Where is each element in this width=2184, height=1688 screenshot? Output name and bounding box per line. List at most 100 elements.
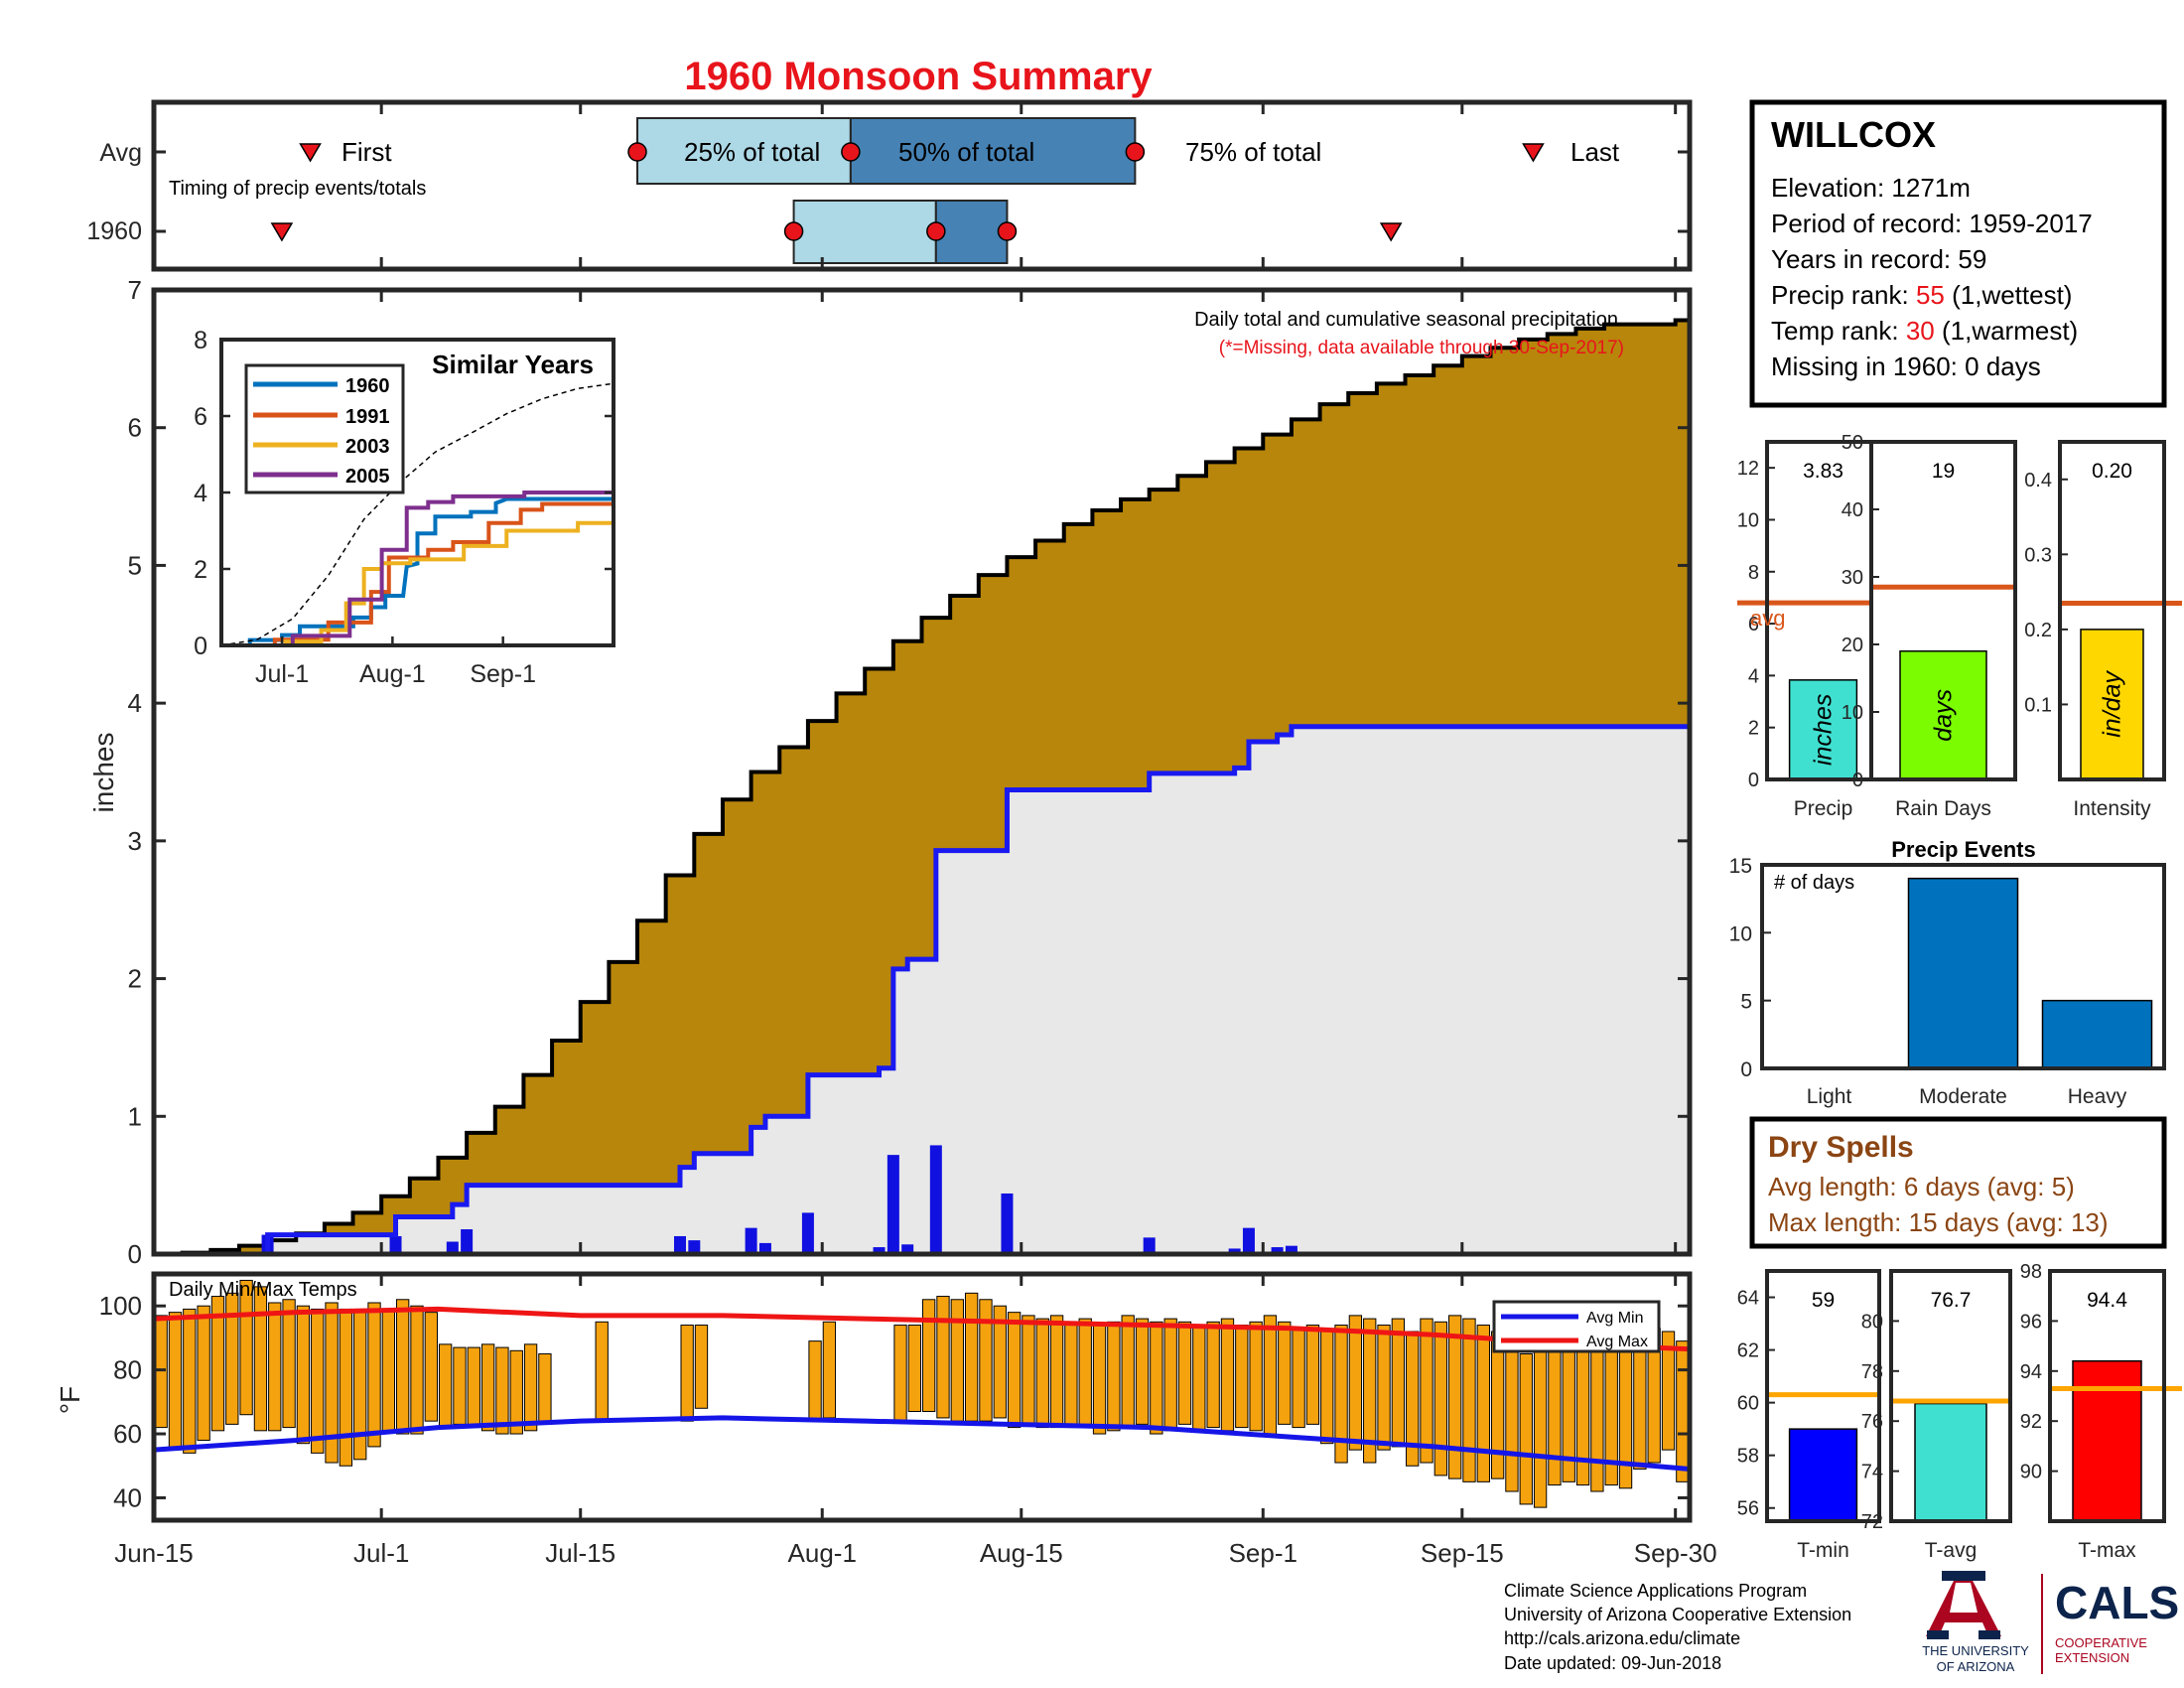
daily-temp-bar bbox=[1035, 1318, 1049, 1429]
daily-precip-bar bbox=[1285, 1245, 1297, 1254]
daily-temp-bar bbox=[1320, 1331, 1334, 1445]
daily-temp-bar bbox=[1107, 1321, 1121, 1432]
legend-item-2005: 2005 bbox=[253, 466, 390, 488]
temp-ytick-label: 40 bbox=[113, 1482, 142, 1512]
page-title: 1960 Monsoon Summary bbox=[684, 55, 1153, 98]
summary-axis-label: T-avg bbox=[1925, 1539, 1978, 1562]
daily-temp-bar bbox=[296, 1305, 311, 1445]
daily-temp-bar bbox=[893, 1325, 907, 1422]
daily-temp-bar bbox=[1305, 1325, 1320, 1425]
main-precip-panel: 0 1 2 3 4 5 6 7 Daily total and cumulative seas… bbox=[88, 275, 1693, 1269]
summary-ytick-label: 12 bbox=[1737, 458, 1759, 480]
summary-bar-t-avg bbox=[1914, 1402, 1987, 1522]
daily-precip-bar bbox=[1242, 1227, 1255, 1254]
daily-temp-bar bbox=[1249, 1321, 1263, 1432]
daily-temp-bar bbox=[253, 1286, 268, 1432]
summary-ytick-label: 78 bbox=[1861, 1361, 1883, 1383]
dry-spells-max: Max length: 15 days (avg: 13) bbox=[1768, 1207, 2109, 1237]
events-ytick-label: 0 bbox=[1740, 1058, 1752, 1081]
daily-temp-bar bbox=[1022, 1315, 1035, 1425]
year-last-marker bbox=[1379, 222, 1403, 242]
daily-temp-bar bbox=[595, 1321, 609, 1422]
temp-ytick-label: 80 bbox=[113, 1355, 142, 1385]
daily-temp-bar bbox=[1661, 1331, 1676, 1451]
daily-precip-bar bbox=[1228, 1248, 1241, 1254]
summary-ytick-label: 98 bbox=[2020, 1261, 2042, 1283]
events-ytick-label: 15 bbox=[1729, 855, 1752, 878]
daily-precip-bar bbox=[887, 1155, 899, 1254]
timing-q75-label: 75% of total bbox=[1185, 137, 1321, 167]
daily-temp-bar bbox=[523, 1343, 538, 1432]
precip-events-panel: Precip Events Light Moderate Heavy 0 5 10 15 #… bbox=[1729, 837, 2166, 1108]
daily-temp-bar bbox=[1363, 1318, 1377, 1464]
avg-first-marker bbox=[299, 143, 322, 163]
main-ytick-label: 1 bbox=[128, 1101, 142, 1131]
station-missing: Missing in 1960: 0 days bbox=[1771, 352, 2041, 381]
date-tick-label: Sep-30 bbox=[1634, 1538, 1717, 1568]
inset-ytick-label: 2 bbox=[194, 556, 207, 584]
daily-temp-bar bbox=[1220, 1318, 1235, 1432]
daily-temp-bar bbox=[822, 1321, 837, 1419]
temps-title: Daily Min/Max Temps bbox=[169, 1279, 357, 1301]
cals-sub1: COOPERATIVE bbox=[2055, 1635, 2147, 1650]
daily-temp-bar bbox=[694, 1325, 709, 1409]
summary-ytick-label: 96 bbox=[2020, 1311, 2042, 1333]
summary-chart-t-min: 56 58 60 62 64 59 T-min bbox=[1737, 1269, 1881, 1562]
daily-temp-bar bbox=[922, 1299, 936, 1412]
similar-line-2005 bbox=[221, 491, 614, 647]
main-ytick-label: 4 bbox=[128, 688, 142, 718]
legend-item-1991: 1991 bbox=[253, 406, 390, 428]
daily-precip-bar bbox=[1001, 1193, 1014, 1254]
summary-value-label: 76.7 bbox=[1931, 1289, 1972, 1312]
summary-axis-label: Precip bbox=[1794, 797, 1853, 820]
year-q25-marker bbox=[783, 221, 804, 241]
daily-temp-bar bbox=[993, 1305, 1007, 1419]
precip-avg-label: avg bbox=[1750, 606, 1785, 631]
dry-spells-avg: Avg length: 6 days (avg: 5) bbox=[1768, 1172, 2075, 1201]
cals-sub2: EXTENSION bbox=[2055, 1650, 2129, 1665]
station-name: WILLCOX bbox=[1771, 114, 1936, 155]
daily-temp-bar bbox=[210, 1296, 225, 1432]
temp-rank-value: 30 bbox=[1906, 316, 1935, 346]
precip-events-plot: Light Moderate Heavy 0 5 10 15 bbox=[1729, 855, 2153, 1108]
summary-frame bbox=[1889, 1269, 2012, 1523]
summary-ytick-label: 80 bbox=[1861, 1311, 1883, 1333]
daily-temp-bar bbox=[1292, 1328, 1305, 1429]
summary-ytick-label: 30 bbox=[1842, 567, 1863, 589]
summary-ytick-label: 20 bbox=[1842, 634, 1863, 656]
summary-ytick-label: 74 bbox=[1861, 1462, 1883, 1483]
dry-spells-box: Dry Spells Avg length: 6 days (avg: 5) M… bbox=[1749, 1116, 2167, 1249]
date-tick-label: Jul-15 bbox=[545, 1538, 615, 1568]
daily-temp-bar bbox=[367, 1302, 381, 1448]
main-ytick-label: 6 bbox=[128, 413, 142, 443]
daily-temp-bar bbox=[480, 1343, 495, 1432]
summary-value-label: 59 bbox=[1812, 1289, 1835, 1312]
main-note-missing: (*=Missing, data available through 30-Se… bbox=[1219, 338, 1624, 358]
summary-bar-t-max bbox=[2072, 1359, 2142, 1522]
inset-ytick-label: 8 bbox=[194, 327, 207, 354]
daily-temp-bar bbox=[1433, 1321, 1447, 1477]
timing-row-year-label: 1960 bbox=[86, 217, 142, 245]
timing-last-label: Last bbox=[1570, 137, 1620, 167]
station-elevation: Elevation: 1271m bbox=[1771, 173, 1971, 203]
dry-spells-title: Dry Spells bbox=[1768, 1131, 1914, 1164]
daily-temp-bar bbox=[538, 1353, 552, 1425]
legend-label-1991: 1991 bbox=[345, 406, 390, 428]
timing-q25-label: 25% of total bbox=[684, 137, 820, 167]
summary-ytick-label: 90 bbox=[2020, 1462, 2042, 1483]
date-tick-label: Sep-15 bbox=[1421, 1538, 1504, 1568]
summary-frame bbox=[2048, 1269, 2166, 1523]
summary-ytick-label: 64 bbox=[1737, 1288, 1759, 1310]
temp-ytick-label: 60 bbox=[113, 1419, 142, 1449]
inset-xtick-label: Sep-1 bbox=[470, 660, 536, 688]
daily-temp-bar bbox=[154, 1315, 168, 1429]
summary-bar-intensity bbox=[2080, 629, 2144, 780]
daily-temp-bar bbox=[1192, 1325, 1206, 1432]
footer-date: Date updated: 09-Jun-2018 bbox=[1504, 1653, 1721, 1673]
daily-temp-bar bbox=[907, 1325, 921, 1412]
events-title: Precip Events bbox=[1891, 837, 2036, 862]
main-ylabel: inches bbox=[88, 733, 119, 813]
daily-temp-bar bbox=[1078, 1318, 1092, 1425]
summary-frame bbox=[1869, 440, 2017, 781]
legend-item-1960: 1960 bbox=[253, 375, 390, 397]
